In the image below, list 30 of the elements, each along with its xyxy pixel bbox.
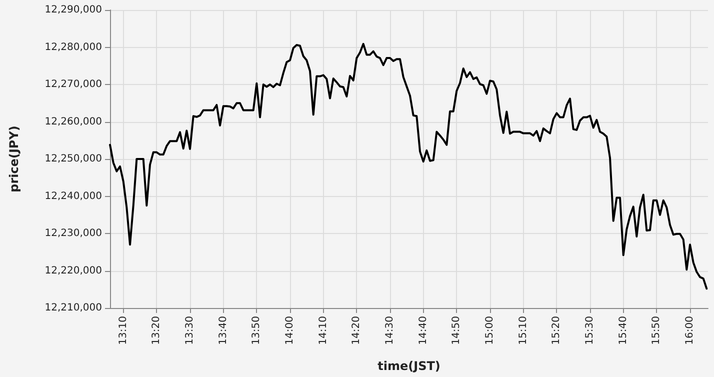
x-tick-label: 15:00 — [484, 316, 496, 345]
y-tick-label: 12,260,000 — [44, 116, 102, 128]
x-tick-label: 15:20 — [551, 316, 562, 345]
y-tick-label: 12,240,000 — [44, 190, 102, 202]
y-tick-label: 12,250,000 — [44, 154, 102, 164]
x-tick-label: 14:50 — [451, 316, 462, 345]
x-tick-label: 14:10 — [318, 316, 329, 345]
x-tick-label: 15:40 — [618, 316, 629, 345]
x-tick-label: 13:10 — [118, 316, 129, 345]
y-tick-label: 12,210,000 — [44, 302, 102, 314]
x-tick-label: 13:20 — [151, 316, 162, 345]
x-tick-label: 16:00 — [684, 316, 696, 345]
y-tick-label: 12,220,000 — [44, 265, 102, 276]
x-tick-label: 14:00 — [284, 316, 296, 345]
x-axis-title: time(JST) — [378, 359, 440, 373]
y-tick-label: 12,230,000 — [44, 228, 102, 239]
x-tick-label: 15:50 — [651, 316, 662, 345]
line-series — [109, 42, 708, 290]
x-tick-label: 15:10 — [518, 316, 529, 345]
y-tick-label: 12,280,000 — [44, 42, 102, 53]
x-tick-label: 15:30 — [584, 316, 596, 345]
x-tick-label: 13:40 — [218, 316, 229, 345]
x-tick-label: 14:30 — [384, 316, 396, 345]
x-tick-label: 14:20 — [351, 316, 362, 345]
y-tick-label: 12,290,000 — [44, 4, 102, 16]
x-tick-label: 14:40 — [418, 316, 429, 345]
y-axis-title: price(JPY) — [7, 126, 21, 192]
x-tick-label: 13:30 — [184, 316, 196, 345]
x-tick-label: 13:50 — [251, 316, 262, 345]
y-tick-label: 12,270,000 — [44, 79, 102, 90]
